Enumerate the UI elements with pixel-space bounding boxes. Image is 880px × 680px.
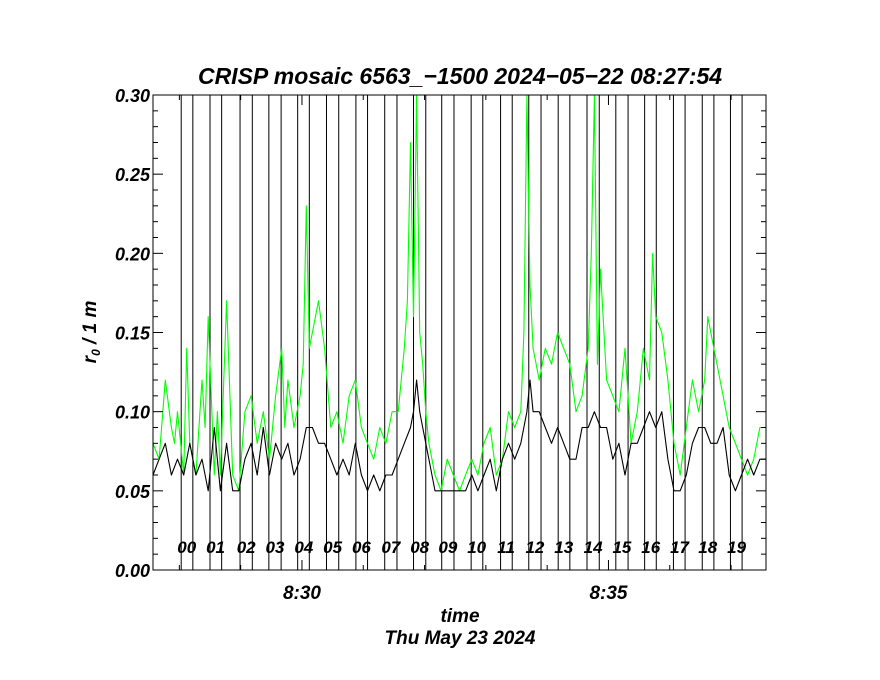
y-axis-label: r0 / 1 m (80, 301, 103, 364)
scan-label: 07 (381, 538, 401, 557)
scan-labels: 00 01 02 03 04 05 06 07 08 09 10 11 12 13 14 15 16 17 18 19 (177, 538, 746, 557)
scan-label: 17 (670, 538, 690, 557)
scan-label: 18 (698, 538, 717, 557)
y-axis-ticks: 0.00 0.05 0.10 0.15 0.20 0.25 0.30 (115, 86, 766, 581)
scan-label: 12 (525, 538, 544, 557)
y-tick-label: 0.30 (115, 86, 150, 106)
scan-label: 13 (554, 538, 573, 557)
scan-label: 01 (206, 538, 225, 557)
x-axis-date-label: Thu May 23 2024 (384, 628, 535, 649)
series-line-0 (152, 94, 766, 492)
chart-title: CRISP mosaic 6563_−1500 2024−05−22 08:27… (198, 63, 722, 89)
scan-label: 15 (612, 538, 631, 557)
y-tick-label: 0.20 (115, 244, 150, 264)
series-layer (152, 94, 766, 492)
y-tick-label: 0.00 (115, 561, 150, 581)
series-line-1 (152, 379, 766, 492)
scan-label: 19 (727, 538, 746, 557)
scan-label: 08 (410, 538, 429, 557)
scan-label: 11 (497, 538, 515, 557)
y-axis-label-subscript: 0 (89, 349, 103, 356)
scan-boundary-lines (180, 95, 743, 570)
y-tick-label: 0.10 (115, 403, 150, 423)
scan-label: 10 (467, 538, 486, 557)
x-tick-label: 8:35 (589, 583, 627, 604)
scan-label: 06 (352, 538, 371, 557)
scan-label: 09 (438, 538, 457, 557)
y-tick-label: 0.15 (115, 324, 151, 344)
scan-label: 04 (294, 538, 313, 557)
scan-label: 05 (323, 538, 342, 557)
scan-label: 02 (237, 538, 256, 557)
scan-label: 14 (584, 538, 603, 557)
y-tick-label: 0.25 (115, 165, 151, 185)
scan-label: 16 (641, 538, 660, 557)
scan-label: 00 (177, 538, 196, 557)
y-axis-label-r: r (80, 354, 101, 363)
y-axis-label-unit: / 1 m (80, 301, 101, 350)
x-tick-label: 8:30 (283, 583, 321, 604)
x-axis-label: time (440, 606, 480, 627)
y-tick-label: 0.05 (115, 482, 151, 502)
plot-frame (152, 94, 767, 571)
scan-label: 03 (266, 538, 285, 557)
x-axis-ticks: 8:30 8:35 (178, 95, 732, 604)
